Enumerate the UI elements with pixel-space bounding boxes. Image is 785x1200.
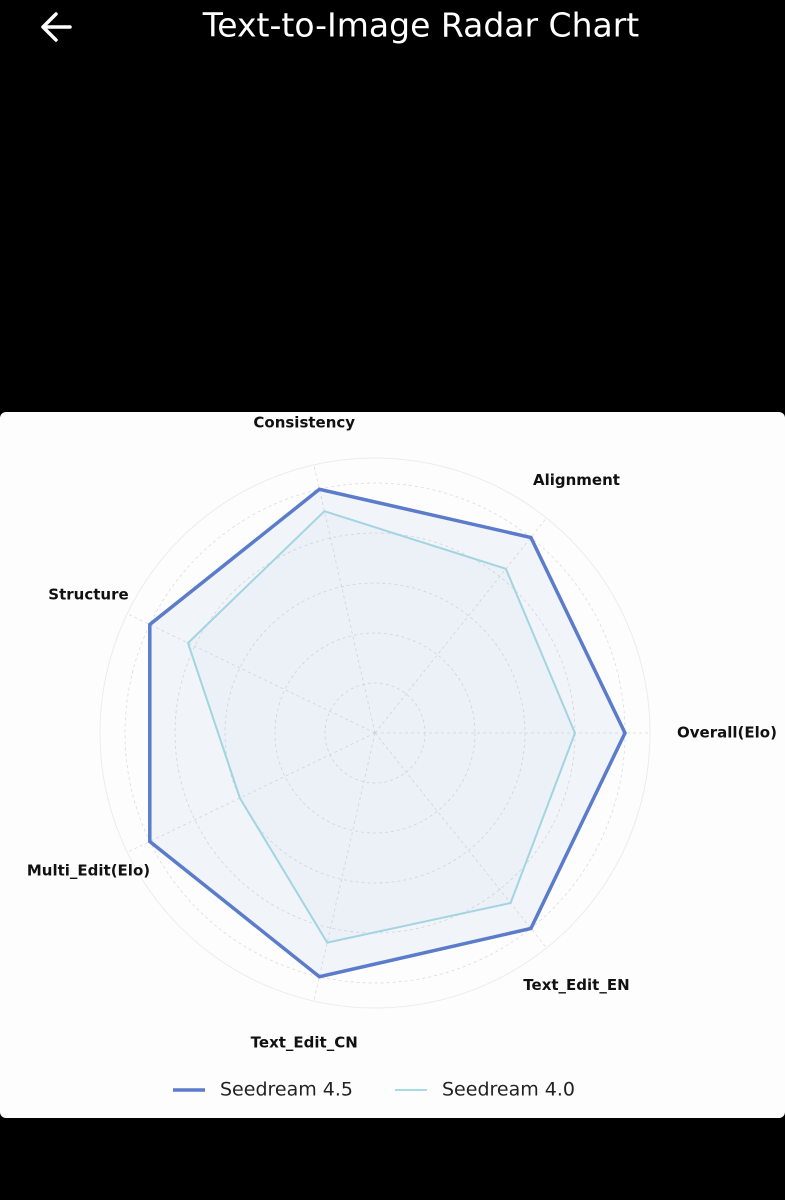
chart: Overall(Elo) Alignment Consistency Structur… bbox=[27, 413, 777, 1100]
axis-label: Text_Edit_CN bbox=[251, 1034, 358, 1052]
legend: Seedream 4.5 Seedream 4.0 bbox=[173, 1079, 575, 1101]
back-arrow[interactable] bbox=[41, 12, 72, 42]
axis-label: Structure bbox=[48, 586, 128, 604]
axis-label: Alignment bbox=[533, 471, 620, 489]
spoke bbox=[127, 732, 376, 853]
spoke bbox=[127, 613, 376, 734]
back-button[interactable] bbox=[41, 12, 72, 42]
radar-line bbox=[186, 510, 577, 944]
legend-label: Seedream 4.5 bbox=[220, 1079, 353, 1101]
axis-label: Overall(Elo) bbox=[677, 724, 777, 742]
spoke bbox=[374, 732, 547, 949]
axis-label: Multi_Edit(Elo) bbox=[27, 861, 150, 879]
axis-label: Consistency bbox=[253, 413, 355, 431]
axis-label: Text_Edit_EN bbox=[523, 976, 629, 994]
page-title: Text-to-Image Radar Chart bbox=[202, 6, 640, 45]
radar-frame bbox=[99, 457, 651, 1009]
radar-area bbox=[188, 511, 575, 943]
radar-line bbox=[148, 487, 627, 979]
legend-label: Seedream 4.0 bbox=[442, 1079, 575, 1101]
spoke bbox=[313, 732, 376, 1002]
radar-area bbox=[149, 489, 626, 977]
spoke bbox=[374, 517, 547, 734]
grid-circle bbox=[274, 632, 476, 834]
spoke bbox=[313, 464, 376, 734]
